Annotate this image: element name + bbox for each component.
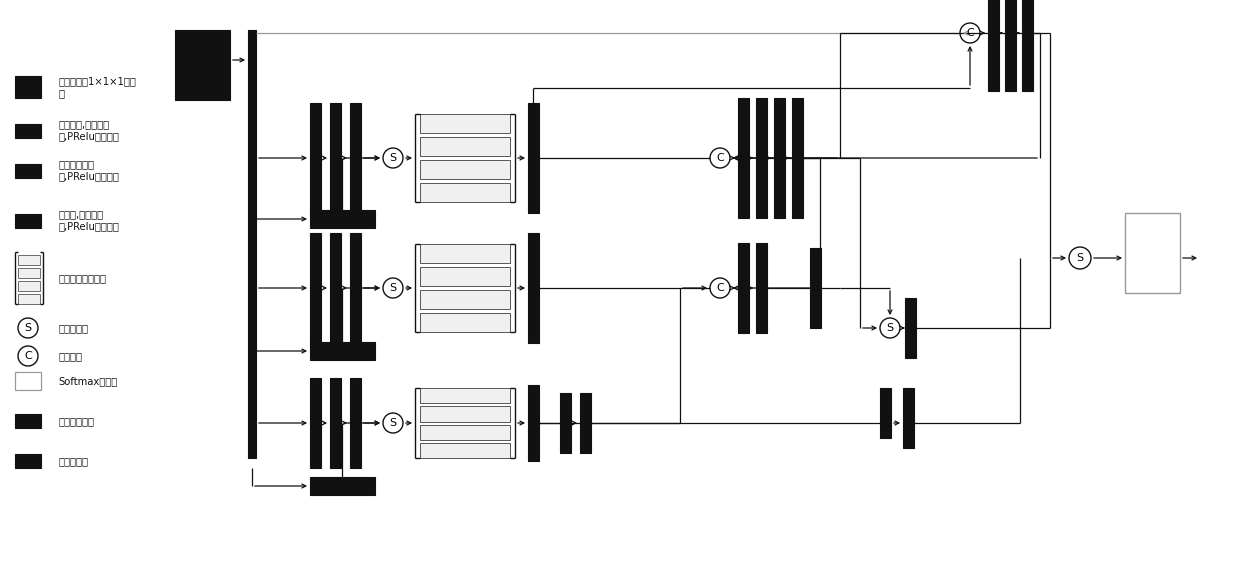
Text: 双样条插值: 双样条插值 [58, 456, 88, 466]
Text: 多尺度特征金字塔: 多尺度特征金字塔 [58, 273, 105, 283]
Bar [310, 342, 374, 360]
Text: 逐元素相加: 逐元素相加 [58, 323, 88, 333]
Bar [420, 425, 510, 440]
Bar [350, 233, 361, 343]
Bar [420, 114, 510, 133]
Text: C: C [717, 153, 724, 163]
Bar [1125, 213, 1180, 293]
Bar [330, 233, 341, 343]
Text: S: S [25, 323, 31, 333]
Bar [19, 281, 40, 291]
Bar [19, 268, 40, 278]
Bar [810, 248, 821, 328]
Text: 通道连接: 通道连接 [58, 351, 82, 361]
Bar [310, 233, 321, 343]
Bar [19, 255, 40, 265]
Bar [330, 378, 341, 468]
Bar [420, 137, 510, 156]
Bar [738, 243, 749, 333]
Bar [175, 30, 229, 100]
Bar [903, 388, 914, 448]
Text: S: S [887, 323, 894, 333]
Bar [310, 378, 321, 468]
Bar [420, 244, 510, 263]
Text: S: S [1076, 253, 1084, 263]
Bar [15, 76, 41, 98]
Bar [248, 30, 255, 458]
Text: 分步卷积,批量归一
化,PRelu激活函数: 分步卷积,批量归一 化,PRelu激活函数 [58, 119, 119, 141]
Text: S: S [389, 418, 397, 428]
Bar [15, 372, 41, 390]
Bar [1022, 0, 1033, 91]
Text: C: C [24, 351, 32, 361]
Text: Softmax分类器: Softmax分类器 [58, 376, 118, 386]
Bar [420, 313, 510, 332]
Bar [15, 414, 41, 428]
Bar [988, 0, 999, 91]
Bar [19, 294, 40, 304]
Text: C: C [966, 28, 973, 38]
Bar [15, 454, 41, 468]
Text: 卷积批量归一
化,PRelu激活函数: 卷积批量归一 化,PRelu激活函数 [58, 159, 119, 181]
Text: S: S [389, 153, 397, 163]
Bar [560, 393, 570, 453]
Bar [738, 98, 749, 218]
Bar [756, 243, 768, 333]
Bar [420, 443, 510, 458]
Text: 辅助分割结果: 辅助分割结果 [58, 416, 94, 426]
Bar [528, 233, 539, 343]
Bar [1004, 0, 1016, 91]
Bar [880, 388, 892, 438]
Text: S: S [389, 283, 397, 293]
Bar [15, 164, 41, 178]
Bar [905, 298, 916, 358]
Bar [310, 210, 374, 228]
Bar [792, 98, 804, 218]
Text: C: C [717, 283, 724, 293]
Text: 卷积核大小1×1×1的卷
积: 卷积核大小1×1×1的卷 积 [58, 76, 136, 98]
Bar [756, 98, 768, 218]
Bar [15, 214, 41, 228]
Text: 反卷积,批量归一
化,PRelu激活函数: 反卷积,批量归一 化,PRelu激活函数 [58, 209, 119, 231]
Bar [528, 385, 539, 461]
Bar [580, 393, 591, 453]
Bar [420, 290, 510, 309]
Bar [420, 183, 510, 202]
Bar [420, 160, 510, 179]
Bar [15, 124, 41, 138]
Bar [420, 388, 510, 403]
Bar [330, 103, 341, 213]
Bar [350, 103, 361, 213]
Bar [774, 98, 785, 218]
Bar [420, 267, 510, 286]
Bar [528, 103, 539, 213]
Bar [350, 378, 361, 468]
Bar [310, 103, 321, 213]
Bar [310, 477, 374, 495]
Bar [420, 406, 510, 422]
